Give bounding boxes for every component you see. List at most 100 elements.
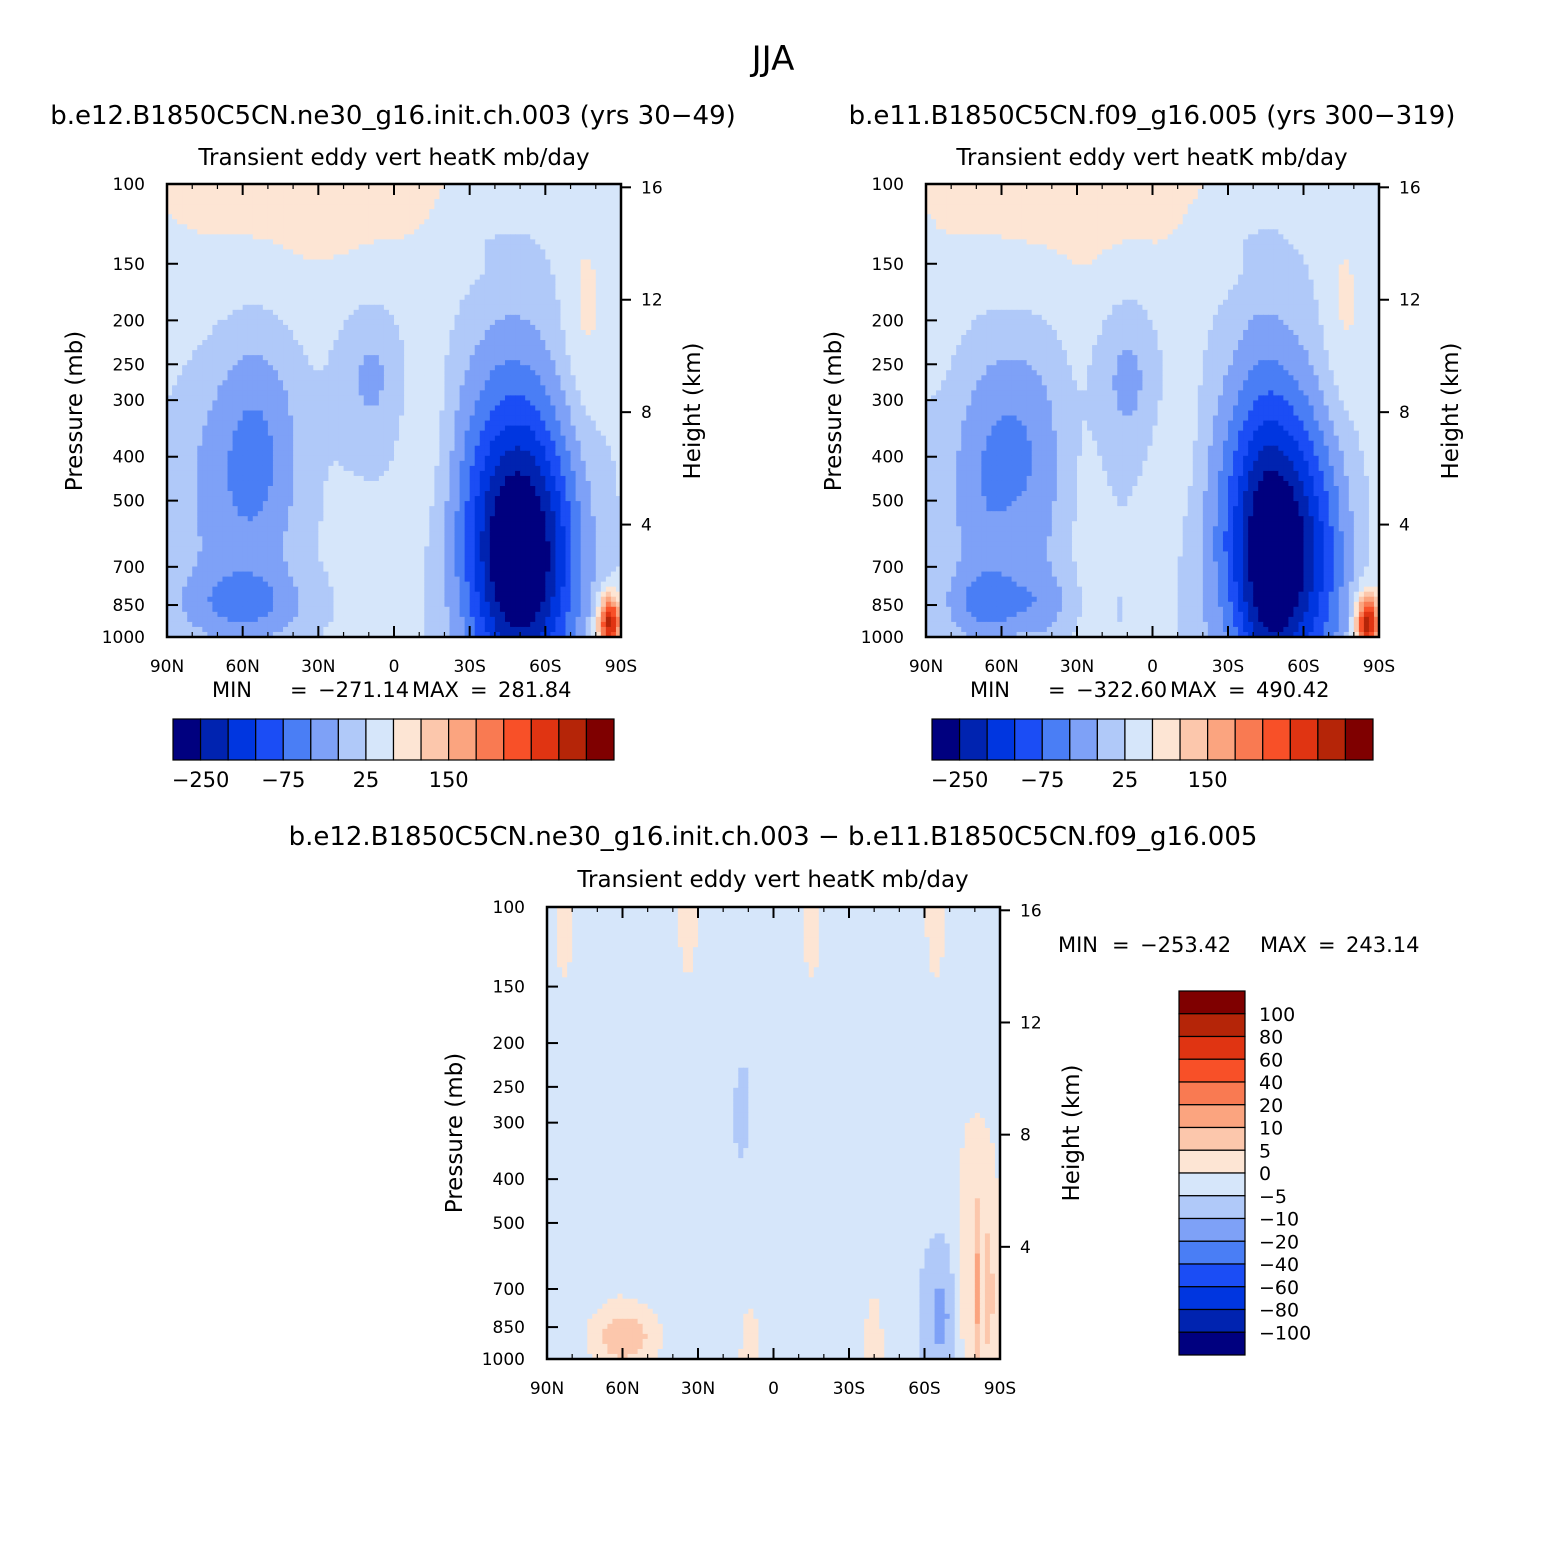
heatmap-cell <box>358 345 365 351</box>
heatmap-cell <box>167 405 173 412</box>
heatmap-cell <box>510 350 516 356</box>
heatmap-cell <box>303 324 309 331</box>
heatmap-cell <box>499 350 506 356</box>
heatmap-cell <box>575 294 582 301</box>
heatmap-cell <box>232 450 239 457</box>
heatmap-cell <box>530 229 536 235</box>
heatmap-cell <box>277 440 284 447</box>
heatmap-cell <box>525 254 531 261</box>
heatmap-cell <box>499 345 506 351</box>
heatmap-cell <box>247 345 254 351</box>
heatmap-cell <box>257 209 264 215</box>
heatmap-cell <box>399 395 405 402</box>
heatmap-cell <box>510 375 516 381</box>
heatmap-cell <box>318 400 324 407</box>
heatmap-cell <box>323 324 330 331</box>
heatmap-cell <box>368 309 375 316</box>
heatmap-cell <box>348 199 355 205</box>
heatmap-cell <box>207 390 213 396</box>
heatmap-cell <box>177 309 183 316</box>
heatmap-cell <box>267 329 274 336</box>
heatmap-cell <box>293 405 299 412</box>
heatmap-cell <box>318 274 324 281</box>
heatmap-cell <box>187 335 193 341</box>
heatmap-cell <box>439 340 446 346</box>
heatmap-cell <box>182 415 188 422</box>
heatmap-cell <box>615 405 622 412</box>
heatmap-cell <box>283 289 289 296</box>
heatmap-cell <box>202 395 208 402</box>
heatmap-cell <box>192 289 198 296</box>
heatmap-cell <box>595 360 602 366</box>
heatmap-cell <box>394 254 400 261</box>
heatmap-cell <box>585 365 592 371</box>
heatmap-cell <box>504 319 511 326</box>
heatmap-cell <box>217 219 224 225</box>
heatmap-cell <box>469 324 476 331</box>
heatmap-cell <box>399 284 405 291</box>
heatmap-cell <box>565 345 572 351</box>
heatmap-cell <box>600 319 607 326</box>
heatmap-cell <box>595 455 602 462</box>
heatmap-cell <box>419 435 425 442</box>
heatmap-cell <box>363 430 370 437</box>
heatmap-cell <box>217 415 224 422</box>
heatmap-cell <box>525 244 531 251</box>
heatmap-cell <box>484 299 491 306</box>
heatmap-cell <box>308 289 314 296</box>
heatmap-cell <box>434 450 440 457</box>
heatmap-cell <box>605 410 612 417</box>
heatmap-cell <box>560 385 567 391</box>
heatmap-cell <box>333 314 340 321</box>
heatmap-cell <box>504 360 511 366</box>
heatmap-cell <box>449 375 456 381</box>
heatmap-cell <box>479 249 486 256</box>
heatmap-cell <box>504 355 511 361</box>
heatmap-cell <box>247 184 254 190</box>
heatmap-cell <box>388 435 395 442</box>
heatmap-cell <box>575 209 582 215</box>
heatmap-cell <box>510 254 516 261</box>
heatmap-cell <box>585 405 592 412</box>
heatmap-cell <box>545 395 551 402</box>
heatmap-cell <box>459 199 466 205</box>
heatmap-cell <box>449 239 456 245</box>
heatmap-cell <box>575 380 582 386</box>
heatmap-cell <box>267 304 274 311</box>
heatmap-cell <box>227 329 234 336</box>
heatmap-cell <box>535 304 541 311</box>
heatmap-cell <box>363 340 370 346</box>
heatmap-cell <box>212 460 219 467</box>
heatmap-cell <box>575 239 582 245</box>
heatmap-cell <box>373 390 380 396</box>
heatmap-cell <box>388 289 395 296</box>
heatmap-cell <box>237 340 244 346</box>
heatmap-cell <box>449 324 456 331</box>
heatmap-cell <box>368 420 375 427</box>
heatmap-cell <box>202 254 208 261</box>
heatmap-cell <box>182 435 188 442</box>
heatmap-cell <box>394 340 400 346</box>
heatmap-cell <box>318 279 324 286</box>
heatmap-cell <box>328 360 335 366</box>
heatmap-cell <box>257 455 264 462</box>
heatmap-cell <box>550 229 557 235</box>
heatmap-cell <box>288 345 294 351</box>
heatmap-cell <box>545 385 551 391</box>
heatmap-cell <box>429 415 435 422</box>
heatmap-cell <box>237 184 244 190</box>
heatmap-cell <box>469 284 476 291</box>
heatmap-cell <box>439 455 446 462</box>
heatmap-cell <box>605 279 612 286</box>
heatmap-cell <box>394 204 400 210</box>
heatmap-cell <box>192 199 198 205</box>
heatmap-cell <box>358 249 365 256</box>
heatmap-cell <box>494 189 501 195</box>
heatmap-cell <box>550 375 557 381</box>
heatmap-cell <box>499 239 506 245</box>
heatmap-cell <box>177 430 183 437</box>
heatmap-cell <box>257 214 264 220</box>
heatmap-cell <box>540 249 546 256</box>
heatmap-cell <box>212 229 219 235</box>
heatmap-cell <box>222 455 229 462</box>
